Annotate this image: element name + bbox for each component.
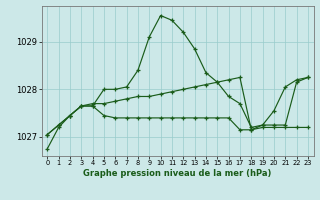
X-axis label: Graphe pression niveau de la mer (hPa): Graphe pression niveau de la mer (hPa) <box>84 169 272 178</box>
